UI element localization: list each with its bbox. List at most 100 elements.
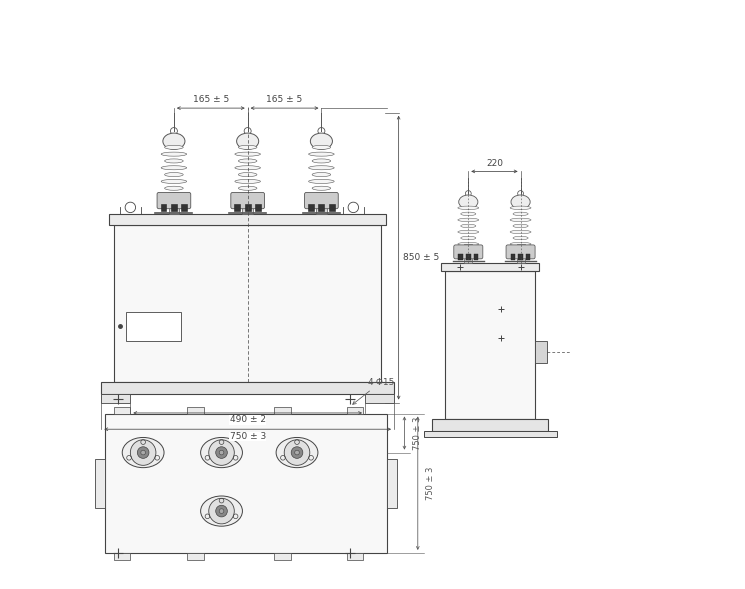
Bar [95,459,105,508]
Bar [105,413,387,553]
Ellipse shape [165,145,183,150]
Circle shape [130,440,156,465]
Ellipse shape [510,218,531,221]
Bar [101,395,130,402]
Bar [329,204,335,211]
FancyBboxPatch shape [454,245,483,259]
Bar [458,254,463,260]
Text: 750 ± 3: 750 ± 3 [413,416,422,450]
Circle shape [137,446,149,458]
Circle shape [291,446,302,458]
Ellipse shape [312,186,331,190]
Ellipse shape [458,242,479,246]
Ellipse shape [235,152,261,156]
Ellipse shape [165,186,183,190]
Bar [182,204,187,211]
Ellipse shape [460,236,476,240]
Ellipse shape [311,133,332,150]
Bar [114,225,381,382]
Circle shape [209,498,234,524]
Bar [171,204,177,211]
Bar [432,419,548,431]
Bar [161,204,166,211]
Bar [110,214,386,225]
Ellipse shape [459,195,478,209]
Bar [234,204,240,211]
Ellipse shape [161,166,187,170]
Ellipse shape [238,145,257,150]
FancyBboxPatch shape [305,193,338,209]
Bar [526,254,530,260]
Ellipse shape [312,145,331,150]
Bar [441,263,539,272]
Bar [126,312,181,341]
Ellipse shape [458,206,479,210]
Circle shape [209,440,234,465]
Text: 220: 220 [486,159,503,168]
Ellipse shape [460,224,476,228]
Circle shape [285,440,310,465]
FancyBboxPatch shape [231,193,264,209]
Ellipse shape [235,180,261,183]
Bar [187,553,203,560]
Ellipse shape [237,133,259,150]
Text: 165 ± 5: 165 ± 5 [267,95,302,104]
Ellipse shape [165,173,183,177]
Bar [516,244,524,263]
Text: 750 ± 3: 750 ± 3 [229,432,266,441]
Bar [535,341,547,363]
Text: 750 ± 3: 750 ± 3 [426,466,435,500]
Bar [347,553,364,560]
Bar [242,195,253,214]
Bar [308,204,314,211]
Bar [445,272,535,419]
Circle shape [295,450,299,455]
Bar [274,553,291,560]
Ellipse shape [161,152,187,156]
Bar [319,204,324,211]
Ellipse shape [161,180,187,183]
Ellipse shape [238,186,257,190]
Ellipse shape [276,438,318,468]
Ellipse shape [458,230,479,234]
Ellipse shape [308,193,335,197]
Ellipse shape [510,206,531,210]
Bar [168,195,179,214]
Bar [187,406,203,413]
Circle shape [219,509,224,514]
Bar [387,459,398,508]
Ellipse shape [238,159,257,163]
Ellipse shape [312,159,331,163]
Ellipse shape [513,236,528,240]
Bar [245,204,250,211]
Ellipse shape [235,166,261,170]
Ellipse shape [235,193,261,197]
Ellipse shape [460,212,476,216]
Bar [113,406,130,413]
Bar [424,431,557,437]
Ellipse shape [165,159,183,163]
Bar [466,254,471,260]
Ellipse shape [312,173,331,177]
Ellipse shape [513,212,528,216]
Circle shape [216,446,227,458]
FancyBboxPatch shape [506,245,535,259]
FancyBboxPatch shape [157,193,191,209]
Bar [256,204,261,211]
Bar [347,406,364,413]
Ellipse shape [510,230,531,234]
Circle shape [219,450,224,455]
Bar [113,553,130,560]
Ellipse shape [308,166,335,170]
Text: 4-Φ15: 4-Φ15 [352,378,395,404]
Ellipse shape [511,195,530,209]
Ellipse shape [200,496,242,526]
Ellipse shape [308,180,335,183]
Ellipse shape [510,242,531,246]
Ellipse shape [122,438,164,468]
Ellipse shape [458,218,479,221]
Text: 490 ± 2: 490 ± 2 [229,415,266,425]
Bar [511,254,516,260]
Circle shape [141,450,145,455]
Circle shape [216,505,227,517]
